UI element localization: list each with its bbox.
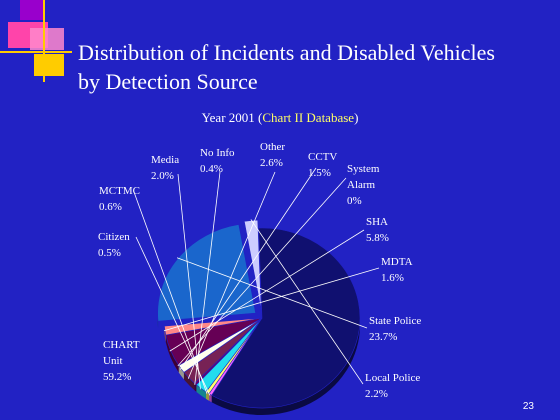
leader-line-media — [177, 173, 201, 390]
slice-value-mdta: 1.6% — [381, 272, 404, 284]
logo-block-light — [30, 28, 64, 50]
leader-line-other — [187, 171, 276, 379]
slice-value-system-alarm: 0% — [347, 195, 362, 207]
pie-labels: CHART Unit 59.2% Citizen 0.5% MCTMC 0.6% Media 2… — [98, 141, 421, 400]
slice-value-citizen: 0.5% — [98, 247, 121, 259]
slice-value-mctmc: 0.6% — [99, 201, 122, 213]
pie-slice-side-other — [183, 372, 195, 391]
pie-slice-side-mctmc — [205, 391, 210, 401]
slice-label-state-police: State Police — [369, 315, 421, 327]
leader-line-local-police — [250, 219, 364, 385]
pie-slice-side-no-info — [194, 383, 197, 392]
subtitle-source: Chart II Database — [262, 110, 355, 125]
slide-title-line2: by Detection Source — [78, 69, 258, 94]
leader-line-cctv — [180, 167, 317, 370]
slice-label-citizen: Citizen — [98, 231, 130, 243]
slice-label-mdta: MDTA — [381, 256, 413, 268]
slice-value-state-police: 23.7% — [369, 331, 397, 343]
slice-label-cctv: CCTV — [308, 151, 337, 163]
leader-line-state-police — [176, 257, 368, 329]
slide-title: Distribution of Incidents and Disabled V… — [78, 38, 548, 96]
slice-value-cctv: 1.5% — [308, 167, 331, 179]
slide-title-line1: Distribution of Incidents and Disabled V… — [78, 40, 495, 65]
pie-slice-side-sha — [165, 335, 179, 373]
slice-label-chart-unit: CHART — [103, 339, 140, 351]
pie-slice-side-media — [196, 384, 206, 399]
leader-line-citizen — [135, 236, 211, 396]
pie-slice-side-citizen — [209, 393, 212, 403]
slice-label-other: Other — [260, 141, 285, 153]
slice-label-no-info: No Info — [200, 147, 235, 159]
subtitle-prefix: Year 2001 ( — [201, 110, 263, 125]
slice-value-chart-unit: 59.2% — [103, 371, 131, 383]
page-number: 23 — [522, 401, 534, 412]
slice-label-chart-unit: Unit — [103, 355, 123, 367]
leader-line-mdta — [163, 267, 380, 332]
leader-line-system-alarm — [177, 177, 347, 367]
chart-subtitle: Year 2001 (Chart II Database) — [0, 110, 560, 126]
logo-block-yellow — [34, 54, 64, 76]
leader-line-mctmc — [133, 191, 208, 394]
leader-line-no-info — [194, 171, 221, 385]
leader-line-sha — [169, 229, 365, 352]
pie-slice-side-cctv — [178, 365, 184, 380]
pie-slices — [157, 219, 361, 409]
slice-label-system-alarm: System — [347, 163, 380, 175]
pie-slice-side-chart-unit — [211, 318, 360, 415]
slice-label-mctmc: MCTMC — [99, 185, 140, 197]
slice-label-sha: SHA — [366, 216, 388, 228]
slice-value-other: 2.6% — [260, 157, 283, 169]
slice-value-no-info: 0.4% — [200, 163, 223, 175]
slice-label-system-alarm: Alarm — [347, 179, 376, 191]
subtitle-suffix: ) — [354, 110, 359, 125]
logo-block-purple — [20, 0, 44, 20]
slice-label-local-police: Local Police — [365, 372, 420, 384]
slice-label-media: Media — [151, 154, 179, 166]
slice-value-media: 2.0% — [151, 170, 174, 182]
pie-slice-chart-unit — [211, 227, 361, 409]
slide-logo — [0, 0, 72, 82]
slice-value-local-police: 2.2% — [365, 388, 388, 400]
slice-value-sha: 5.8% — [366, 232, 389, 244]
